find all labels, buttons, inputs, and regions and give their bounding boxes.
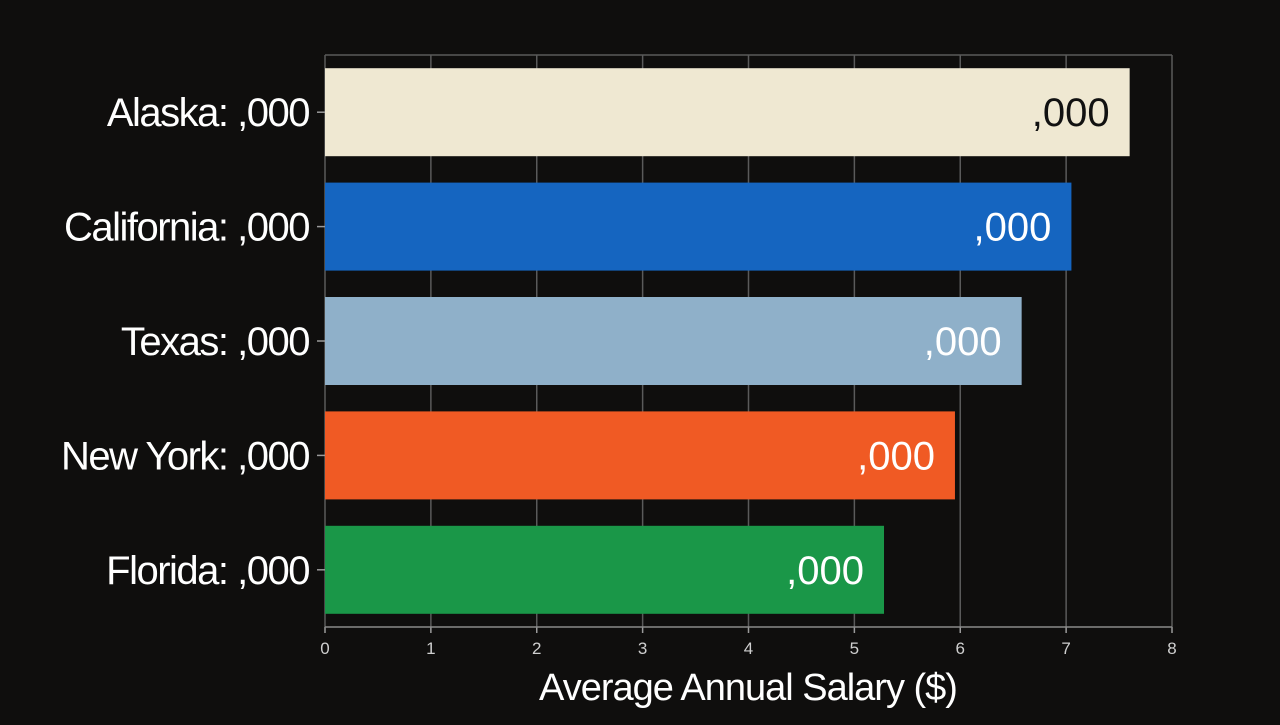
x-tick-label: 1 <box>426 639 435 658</box>
bar <box>325 182 1072 271</box>
bar <box>325 297 1022 385</box>
x-tick-label: 7 <box>1061 639 1070 658</box>
x-tick-label: 0 <box>320 639 329 658</box>
axes <box>317 111 1173 633</box>
bars <box>325 68 1130 614</box>
y-tick-label: California: ,000 <box>64 206 309 250</box>
bar <box>325 68 1130 157</box>
data-label: ,000 <box>924 320 1002 364</box>
y-tick-label: Florida: ,000 <box>106 549 309 593</box>
y-tick-label: New York: ,000 <box>61 434 309 478</box>
x-axis-title: Average Annual Salary ($) <box>539 667 957 709</box>
x-tick-label: 8 <box>1167 639 1176 658</box>
x-tick-label: 3 <box>638 639 647 658</box>
data-label: ,000 <box>1032 91 1110 135</box>
x-tick-label: 2 <box>532 639 541 658</box>
data-label: ,000 <box>974 206 1052 250</box>
x-tick-label: 5 <box>850 639 859 658</box>
x-tick-label: 4 <box>744 639 753 658</box>
x-tick-label: 6 <box>956 639 965 658</box>
y-tick-label: Alaska: ,000 <box>107 91 309 135</box>
data-label: ,000 <box>786 549 864 593</box>
bar <box>325 525 885 614</box>
labels: 0 1 2 3 4 5 6 7 8 Alaska: ,000 ,000 California: ,00… <box>61 91 1177 658</box>
bar <box>325 411 955 500</box>
y-tick-label: Texas: ,000 <box>121 320 309 364</box>
data-label: ,000 <box>857 434 935 478</box>
